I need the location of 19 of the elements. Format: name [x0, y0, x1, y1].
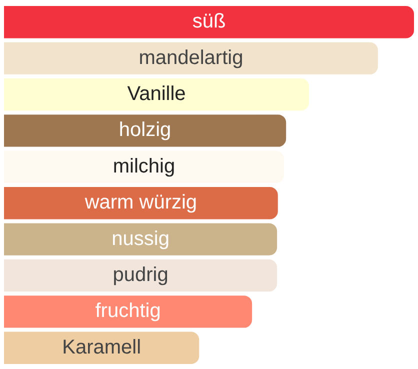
y-tick-label: Vanille	[127, 83, 186, 106]
bar	[4, 223, 278, 256]
y-tick-label: warm würzig	[84, 192, 198, 214]
bar	[4, 114, 286, 147]
y-tick-label: Karamell	[62, 336, 142, 358]
bar	[4, 78, 310, 111]
y-tick-label: mandelartig	[138, 46, 244, 69]
bar	[4, 259, 278, 292]
y-tick-label: pudrig	[112, 264, 168, 286]
bar	[4, 296, 252, 328]
bar	[4, 42, 378, 74]
bar	[4, 6, 414, 38]
y-tick-label: holzig	[118, 119, 172, 142]
y-tick-label: fruchtig	[95, 300, 161, 322]
y-tick-label: milchig	[112, 155, 176, 178]
y-tick-label: süß	[192, 10, 226, 33]
bar	[4, 186, 278, 220]
y-tick-label: nussig	[112, 228, 170, 250]
bar	[4, 332, 200, 364]
